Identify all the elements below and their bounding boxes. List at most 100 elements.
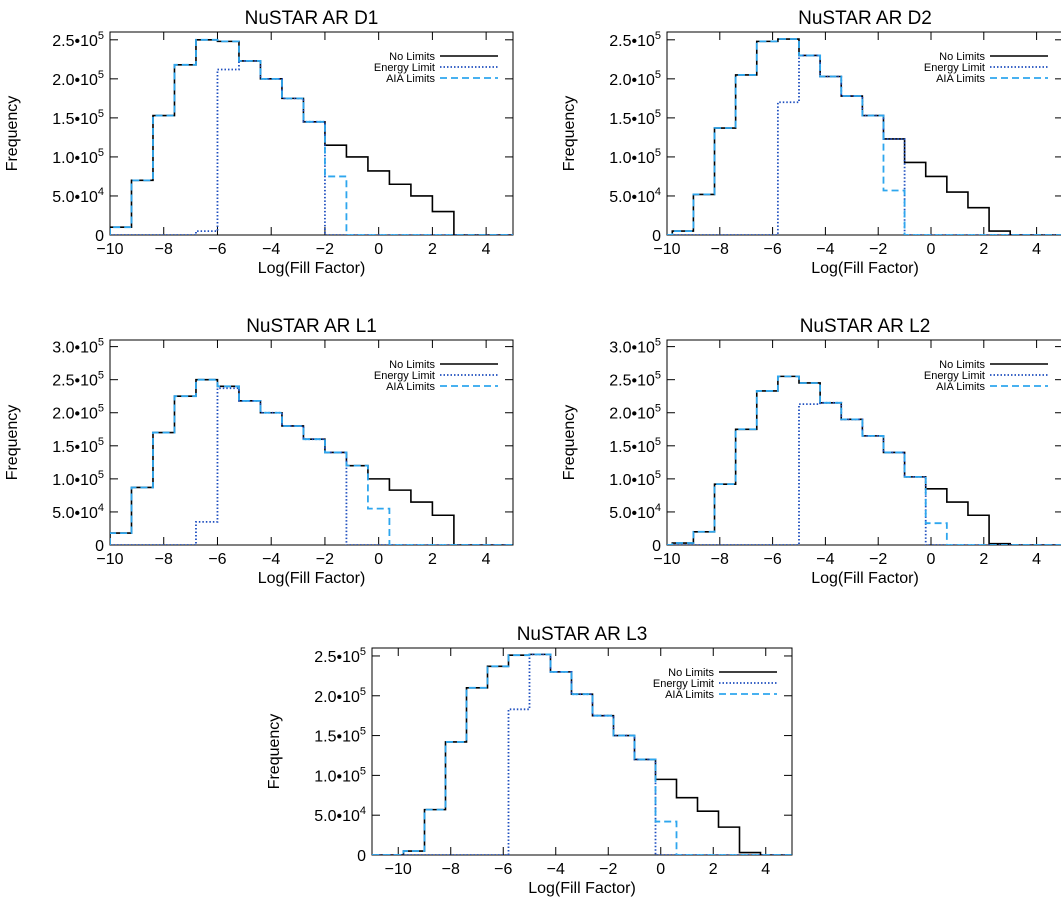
legend-label: AIA Limits bbox=[665, 689, 714, 701]
chart-title: NuSTAR AR L2 bbox=[800, 316, 931, 337]
series-line-aia-limits bbox=[667, 38, 1061, 235]
y-tick-label: 1.5•105 bbox=[52, 108, 104, 128]
legend-label: Energy Limit bbox=[374, 62, 435, 74]
series-line-aia-limits bbox=[110, 38, 513, 235]
y-tick-label: 3.0•105 bbox=[609, 337, 661, 357]
x-tick-label: −6 bbox=[763, 241, 781, 258]
x-tick-label: 4 bbox=[482, 551, 491, 568]
x-tick-label: 2 bbox=[979, 551, 988, 568]
x-tick-label: −4 bbox=[262, 241, 280, 258]
x-tick-label: 2 bbox=[709, 861, 718, 878]
series-line-energy-limit bbox=[667, 401, 1061, 545]
y-axis-label: Frequency bbox=[561, 405, 578, 481]
x-tick-label: 0 bbox=[927, 241, 936, 258]
x-tick-label: −6 bbox=[494, 861, 512, 878]
x-tick-label: −4 bbox=[816, 241, 834, 258]
series-line-energy-limit bbox=[110, 387, 513, 545]
x-tick-label: 4 bbox=[761, 861, 770, 878]
chart-panel-4: NuSTAR AR L2 −10 −8 −6 −4 −2 0 2 4 0 5.0•104 1.0•10… bbox=[561, 316, 1061, 587]
y-tick-label: 2.0•105 bbox=[609, 403, 661, 423]
legend-label: Energy Limit bbox=[924, 62, 985, 74]
y-tick-label: 5.0•104 bbox=[609, 186, 661, 206]
y-axis-label: Frequency bbox=[4, 405, 21, 481]
x-tick-label: −2 bbox=[869, 551, 887, 568]
x-tick-label: −10 bbox=[385, 861, 412, 878]
y-tick-label: 5.0•104 bbox=[52, 502, 104, 522]
x-tick-label: −8 bbox=[711, 241, 729, 258]
x-tick-label: 2 bbox=[979, 241, 988, 258]
legend-label: AIA Limits bbox=[936, 73, 985, 85]
y-tick-label: 1.5•105 bbox=[314, 726, 366, 746]
x-tick-label: −2 bbox=[599, 861, 617, 878]
y-tick-label: 0 bbox=[95, 228, 104, 245]
legend-label: AIA Limits bbox=[386, 73, 435, 85]
x-tick-label: 4 bbox=[1032, 241, 1041, 258]
series-line-no-limits bbox=[667, 375, 1061, 545]
legend-label: Energy Limit bbox=[924, 370, 985, 382]
x-tick-label: −2 bbox=[316, 241, 334, 258]
x-tick-label: 4 bbox=[1032, 551, 1041, 568]
y-tick-label: 3.0•105 bbox=[52, 337, 104, 357]
series-line-energy-limit bbox=[667, 54, 1061, 235]
x-tick-label: 0 bbox=[656, 861, 665, 878]
series-line-aia-limits bbox=[667, 375, 1061, 545]
x-tick-label: 0 bbox=[927, 551, 936, 568]
plot-frame bbox=[371, 647, 793, 856]
x-tick-label: −6 bbox=[763, 551, 781, 568]
chart-panel-5: NuSTAR AR L3 −10 −8 −6 −4 −2 0 2 4 0 5.0•104 1.0•10… bbox=[266, 624, 793, 897]
y-tick-label: 0 bbox=[95, 538, 104, 555]
y-tick-label: 1.5•105 bbox=[609, 108, 661, 128]
legend-label: No Limits bbox=[389, 51, 435, 63]
y-tick-label: 0 bbox=[357, 848, 366, 865]
x-tick-label: −8 bbox=[155, 551, 173, 568]
series-line-energy-limit bbox=[372, 653, 792, 855]
y-axis-label: Frequency bbox=[266, 714, 283, 790]
legend-label: No Limits bbox=[939, 51, 985, 63]
x-tick-label: −8 bbox=[711, 551, 729, 568]
series-line-no-limits bbox=[110, 378, 513, 545]
legend-label: Energy Limit bbox=[653, 678, 714, 690]
plot-frame bbox=[666, 339, 1061, 546]
series-line-no-limits bbox=[110, 39, 513, 235]
chart-title: NuSTAR AR D2 bbox=[798, 8, 932, 29]
x-tick-label: 0 bbox=[374, 551, 383, 568]
x-tick-label: −10 bbox=[96, 241, 123, 258]
chart-title: NuSTAR AR L3 bbox=[517, 624, 648, 645]
x-tick-label: −8 bbox=[442, 861, 460, 878]
y-tick-label: 2.5•105 bbox=[609, 370, 661, 390]
y-tick-label: 1.0•105 bbox=[314, 765, 366, 785]
series-line-no-limits bbox=[372, 653, 792, 855]
x-tick-label: −4 bbox=[547, 861, 565, 878]
x-axis-label: Log(Fill Factor) bbox=[811, 260, 919, 277]
y-axis-label: Frequency bbox=[4, 96, 21, 172]
x-axis-label: Log(Fill Factor) bbox=[258, 260, 366, 277]
y-axis-label: Frequency bbox=[561, 96, 578, 172]
y-tick-label: 1.5•105 bbox=[609, 436, 661, 456]
y-tick-label: 2.5•105 bbox=[52, 370, 104, 390]
y-tick-label: 2.5•105 bbox=[52, 30, 104, 50]
x-tick-label: 0 bbox=[374, 241, 383, 258]
y-tick-label: 1.5•105 bbox=[52, 436, 104, 456]
chart-panel-2: NuSTAR AR D2 −10 −8 −6 −4 −2 0 2 4 0 5.0•104 1.0•10… bbox=[561, 8, 1061, 277]
x-tick-label: −8 bbox=[155, 241, 173, 258]
plot-frame bbox=[666, 31, 1061, 236]
y-tick-label: 5.0•104 bbox=[52, 186, 104, 206]
x-tick-label: −6 bbox=[208, 241, 226, 258]
x-axis-label: Log(Fill Factor) bbox=[528, 880, 636, 897]
x-tick-label: −10 bbox=[653, 551, 680, 568]
y-tick-label: 1.0•105 bbox=[609, 147, 661, 167]
x-tick-label: 2 bbox=[428, 241, 437, 258]
x-tick-label: −2 bbox=[316, 551, 334, 568]
series-line-no-limits bbox=[667, 38, 1061, 235]
y-tick-label: 1.0•105 bbox=[52, 469, 104, 489]
series-line-aia-limits bbox=[372, 653, 792, 855]
y-tick-label: 2.5•105 bbox=[314, 646, 366, 666]
x-tick-label: −10 bbox=[96, 551, 123, 568]
chart-title: NuSTAR AR D1 bbox=[245, 8, 379, 29]
series-line-energy-limit bbox=[110, 59, 513, 235]
legend-label: AIA Limits bbox=[386, 381, 435, 393]
legend-label: No Limits bbox=[668, 667, 714, 679]
plot-frame bbox=[109, 31, 514, 236]
x-axis-label: Log(Fill Factor) bbox=[258, 570, 366, 587]
x-tick-label: 2 bbox=[428, 551, 437, 568]
